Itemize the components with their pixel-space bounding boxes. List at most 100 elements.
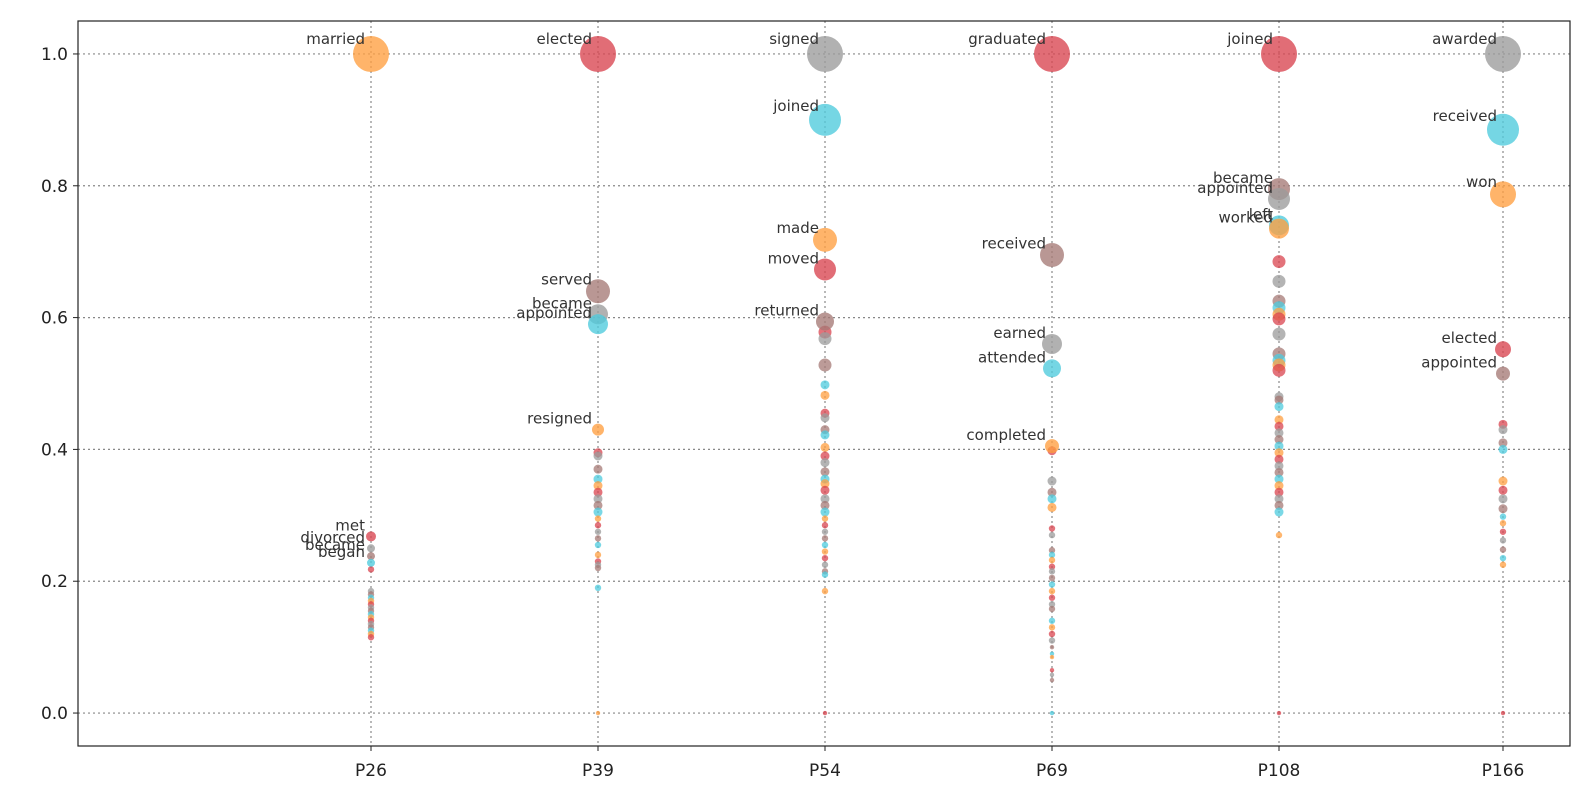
scatter-point xyxy=(820,458,830,468)
scatter-point xyxy=(1274,395,1284,405)
point-label: joined xyxy=(772,97,819,115)
scatter-point xyxy=(1499,520,1507,527)
scatter-point xyxy=(1049,710,1055,716)
labeled-point xyxy=(813,227,837,252)
scatter-point xyxy=(1048,624,1056,631)
scatter-point xyxy=(1498,476,1508,486)
point-label: began xyxy=(318,543,365,561)
point-label: elected xyxy=(1441,329,1497,347)
scatter-point xyxy=(1048,525,1056,532)
labeled-point xyxy=(580,35,616,72)
point-label: resigned xyxy=(527,410,592,428)
scatter-point xyxy=(1274,448,1284,458)
scatter-point xyxy=(1275,531,1283,539)
labeled-point xyxy=(1040,242,1064,267)
point-label: graduated xyxy=(968,30,1046,48)
scatter-point xyxy=(1272,327,1286,341)
scatter-point xyxy=(1274,441,1284,451)
scatter-point xyxy=(1498,444,1508,454)
scatter-point xyxy=(1049,651,1055,656)
scatter-point xyxy=(820,442,830,452)
labeled-point xyxy=(814,258,836,281)
scatter-point xyxy=(1274,428,1284,438)
scatter-point xyxy=(1276,710,1282,716)
point-label: moved xyxy=(768,249,819,267)
scatter-point xyxy=(820,390,830,400)
scatter-point xyxy=(1048,605,1056,613)
scatter-point xyxy=(820,380,830,390)
labeled-point xyxy=(588,314,608,335)
scatter-point xyxy=(821,554,829,562)
y-tick-label: 0.0 xyxy=(41,704,68,724)
scatter-point xyxy=(821,548,829,555)
scatter-point xyxy=(821,528,829,535)
scatter-point xyxy=(822,710,828,716)
scatter-point xyxy=(1274,454,1284,464)
labeled-point xyxy=(1042,333,1062,354)
scatter-point xyxy=(1274,421,1284,431)
axis-layer: 0.0 0.2 0.4 0.6 0.8 1.0 P26 P39 P54 P69 P108 P166 xyxy=(41,45,1524,781)
scatter-point xyxy=(1498,485,1508,495)
scatter-point xyxy=(594,551,602,559)
point-label: worked xyxy=(1218,209,1273,227)
point-label: appointed xyxy=(1421,354,1497,372)
scatter-point xyxy=(1048,601,1056,608)
y-tick-label: 0.4 xyxy=(41,440,68,460)
points-layer xyxy=(353,35,1521,716)
x-tick-label: P108 xyxy=(1258,761,1301,781)
scatter-point xyxy=(818,332,832,346)
scatter-point xyxy=(594,515,602,522)
point-label: received xyxy=(982,234,1046,252)
labeled-point xyxy=(367,544,375,553)
scatter-point xyxy=(1274,415,1284,425)
scatter-point xyxy=(1047,494,1057,504)
scatter-point xyxy=(821,587,829,595)
x-tick-label: P166 xyxy=(1482,761,1525,781)
scatter-point xyxy=(1498,438,1508,448)
scatter-point xyxy=(1499,513,1507,520)
scatter-point xyxy=(1048,630,1056,638)
scatter-point xyxy=(1274,500,1284,510)
point-label: joined xyxy=(1226,30,1273,48)
scatter-point xyxy=(820,507,830,517)
labeled-point xyxy=(1045,439,1059,454)
scatter-point xyxy=(1048,568,1056,575)
scatter-point xyxy=(594,584,602,592)
labeled-point xyxy=(816,312,834,331)
scatter-point xyxy=(821,535,829,542)
scatter-point xyxy=(593,500,603,510)
point-label: divorced xyxy=(300,528,365,546)
scatter-point xyxy=(1048,587,1056,595)
labeled-point xyxy=(1495,341,1511,358)
scatter-point xyxy=(595,710,601,716)
scatter-point xyxy=(1274,487,1284,497)
scatter-point xyxy=(593,487,603,497)
scatter-point xyxy=(1049,644,1055,650)
scatter-point xyxy=(1047,476,1057,486)
point-label: met xyxy=(335,516,365,534)
scatter-point xyxy=(820,479,830,489)
scatter-point xyxy=(1049,672,1055,678)
scatter-point xyxy=(1274,474,1284,484)
scatter-point xyxy=(1048,594,1056,601)
scatter-point xyxy=(1274,481,1284,491)
point-label: completed xyxy=(966,426,1046,444)
scatter-point xyxy=(820,467,830,477)
scatter-point xyxy=(820,413,830,423)
labeled-point xyxy=(586,279,610,304)
point-label: elected xyxy=(536,30,592,48)
scatter-point xyxy=(820,430,830,440)
scatter-point xyxy=(593,481,603,491)
scatter-point xyxy=(1274,467,1284,477)
labeled-point xyxy=(1490,181,1516,208)
point-label: married xyxy=(306,30,365,48)
scatter-point xyxy=(820,451,830,461)
labeled-point xyxy=(592,423,604,436)
scatter-point xyxy=(1048,547,1056,554)
scatter-point xyxy=(1500,710,1506,716)
scatter-point xyxy=(1049,654,1055,660)
point-label: appointed xyxy=(1197,179,1273,197)
point-label: received xyxy=(1433,107,1497,125)
plot-frame xyxy=(77,20,1571,747)
scatter-point xyxy=(593,507,603,517)
